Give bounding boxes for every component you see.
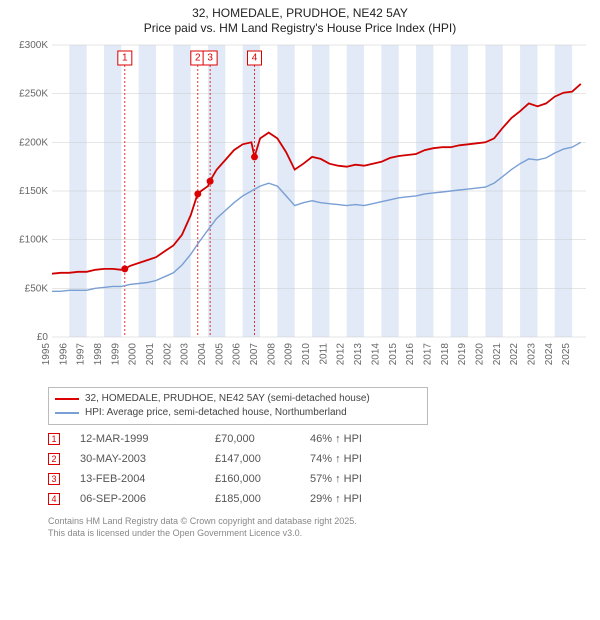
svg-text:2011: 2011 [318,343,329,365]
sales-date: 12-MAR-1999 [80,433,215,445]
sales-pct: 29% ↑ HPI [310,493,420,505]
svg-text:3: 3 [207,53,213,64]
footer-line-2: This data is licensed under the Open Gov… [48,527,592,539]
sales-price: £185,000 [215,493,310,505]
svg-text:1999: 1999 [110,343,121,366]
sales-marker: 1 [48,433,60,445]
sales-pct: 57% ↑ HPI [310,473,420,485]
chart-plot-area: £0 £50K £100K £150K £200K £250K £300K 1995 1996 1… [8,41,592,381]
svg-text:2001: 2001 [145,343,156,366]
svg-text:£100K: £100K [19,235,48,246]
legend-row-red: 32, HOMEDALE, PRUDHOE, NE42 5AY (semi-de… [55,392,421,406]
sales-price: £160,000 [215,473,310,485]
sales-pct: 74% ↑ HPI [310,453,420,465]
svg-text:£300K: £300K [19,41,48,51]
chart-subtitle: Price paid vs. HM Land Registry's House … [8,21,592,35]
svg-text:£50K: £50K [25,283,49,294]
svg-text:2010: 2010 [301,343,312,366]
svg-text:2020: 2020 [474,343,485,366]
sales-marker: 3 [48,473,60,485]
svg-text:2004: 2004 [197,343,208,366]
legend-label-blue: HPI: Average price, semi-detached house,… [85,406,347,420]
sales-date: 30-MAY-2003 [80,453,215,465]
svg-text:2000: 2000 [128,343,139,366]
svg-text:2021: 2021 [492,343,503,366]
svg-text:2023: 2023 [526,343,537,366]
svg-text:2022: 2022 [509,343,520,366]
sales-price: £147,000 [215,453,310,465]
svg-text:4: 4 [252,53,258,64]
svg-text:2005: 2005 [214,343,225,366]
footer-line-1: Contains HM Land Registry data © Crown c… [48,515,592,527]
svg-text:£0: £0 [37,332,49,343]
svg-text:2002: 2002 [162,343,173,366]
svg-text:1: 1 [122,53,128,64]
svg-text:2018: 2018 [440,343,451,366]
sales-marker: 2 [48,453,60,465]
svg-text:2013: 2013 [353,343,364,366]
svg-text:1998: 1998 [93,343,104,366]
svg-text:2015: 2015 [388,343,399,366]
chart-title: 32, HOMEDALE, PRUDHOE, NE42 5AY [8,6,592,20]
svg-text:2017: 2017 [422,343,433,366]
svg-text:1995: 1995 [41,343,52,366]
sales-row: 3 13-FEB-2004£160,00057% ↑ HPI [48,469,592,489]
legend-swatch-blue [55,412,79,414]
svg-text:2008: 2008 [266,343,277,366]
sales-table: 1 12-MAR-1999£70,00046% ↑ HPI 2 30-MAY-2003… [48,429,592,509]
sales-price: £70,000 [215,433,310,445]
sales-date: 06-SEP-2006 [80,493,215,505]
svg-text:£150K: £150K [19,186,48,197]
svg-text:2007: 2007 [249,343,260,366]
svg-text:2014: 2014 [370,343,381,366]
sales-pct: 46% ↑ HPI [310,433,420,445]
svg-text:2025: 2025 [561,343,572,366]
svg-text:2009: 2009 [284,343,295,366]
svg-text:1996: 1996 [58,343,69,366]
chart-svg: £0 £50K £100K £150K £200K £250K £300K 1995 1996 1… [8,41,592,381]
chart-container: { "title_line1": "32, HOMEDALE, PRUDHOE,… [0,0,600,547]
svg-text:£200K: £200K [19,137,48,148]
sales-row: 4 06-SEP-2006£185,00029% ↑ HPI [48,489,592,509]
sales-row: 1 12-MAR-1999£70,00046% ↑ HPI [48,429,592,449]
legend-label-red: 32, HOMEDALE, PRUDHOE, NE42 5AY (semi-de… [85,392,370,406]
svg-text:2019: 2019 [457,343,468,366]
legend: 32, HOMEDALE, PRUDHOE, NE42 5AY (semi-de… [48,387,428,425]
svg-text:2006: 2006 [232,343,243,366]
svg-text:2003: 2003 [180,343,191,366]
svg-text:2012: 2012 [336,343,347,366]
footer-attribution: Contains HM Land Registry data © Crown c… [48,515,592,539]
sales-row: 2 30-MAY-2003£147,00074% ↑ HPI [48,449,592,469]
sales-marker: 4 [48,493,60,505]
sales-date: 13-FEB-2004 [80,473,215,485]
svg-text:2016: 2016 [405,343,416,366]
legend-row-blue: HPI: Average price, semi-detached house,… [55,406,421,420]
svg-text:1997: 1997 [76,343,87,366]
svg-text:2: 2 [195,53,201,64]
svg-text:£250K: £250K [19,89,48,100]
legend-swatch-red [55,398,79,400]
svg-text:2024: 2024 [544,343,555,366]
